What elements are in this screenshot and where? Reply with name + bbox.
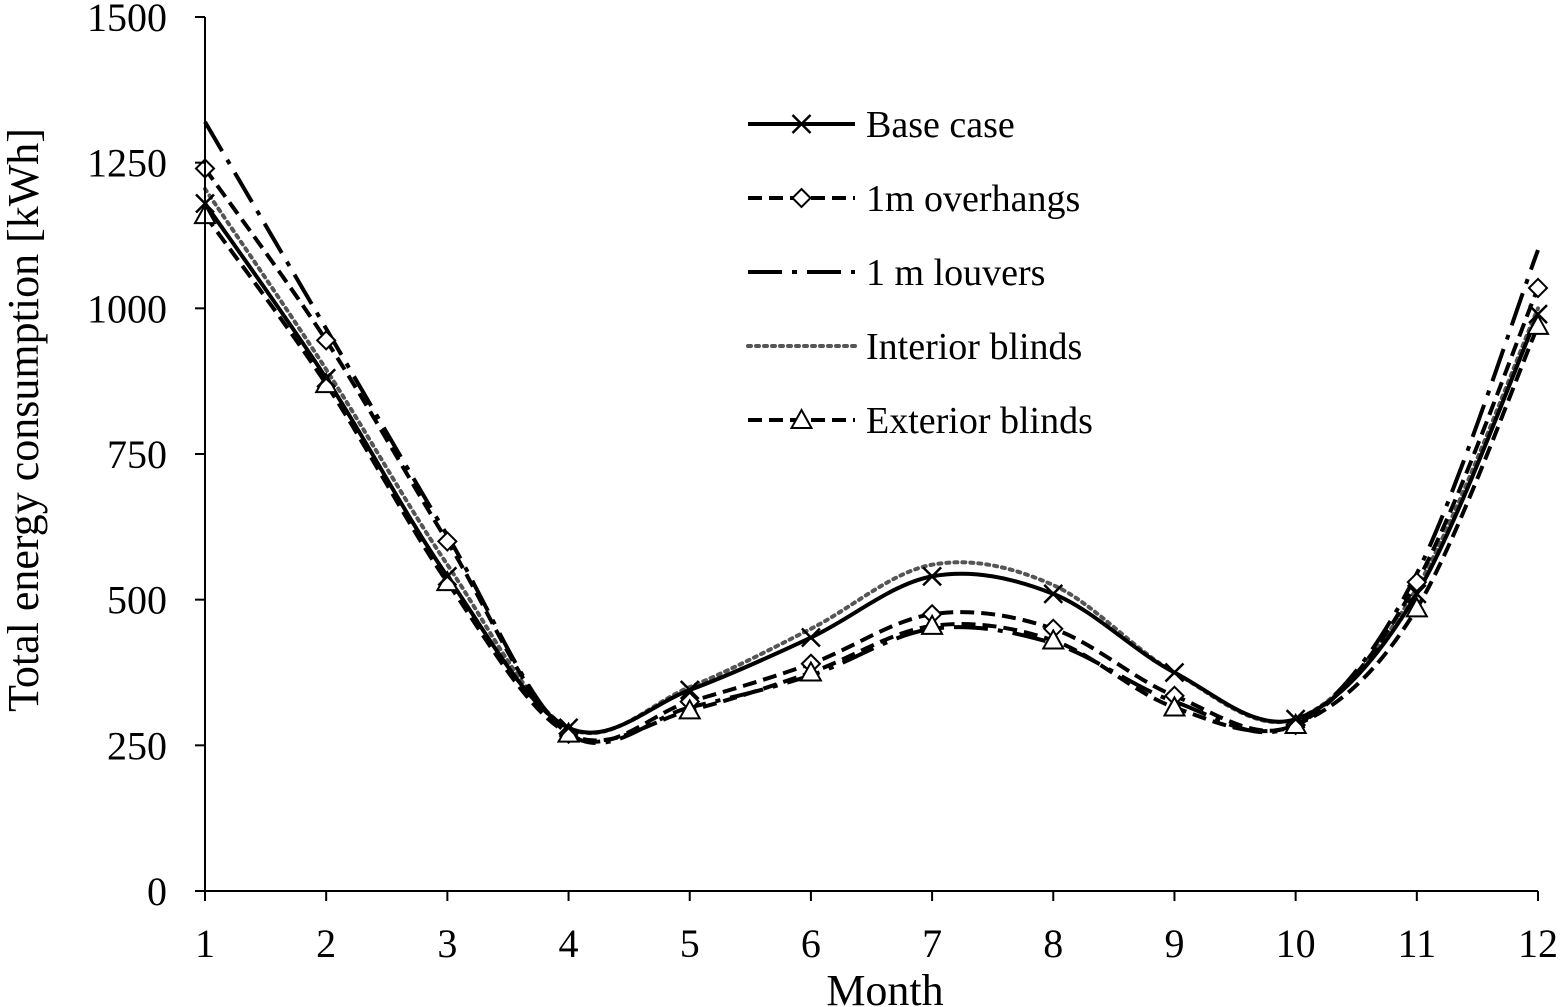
data-point-base-case xyxy=(1406,583,1427,604)
data-point-base-case xyxy=(1528,304,1548,325)
x-tick-label: 8 xyxy=(1043,921,1063,966)
y-tick-label: 1500 xyxy=(87,0,167,40)
y-tick-label: 1000 xyxy=(87,286,167,331)
x-tick-label: 4 xyxy=(559,921,579,966)
y-tick-label: 250 xyxy=(107,723,167,768)
data-point-exterior-blinds xyxy=(1041,628,1065,650)
x-tick-label: 11 xyxy=(1398,921,1437,966)
y-tick-label: 750 xyxy=(107,432,167,477)
data-point-base-case xyxy=(1164,662,1185,683)
x-tick-label: 1 xyxy=(195,921,215,966)
data-point-exterior-blinds xyxy=(1162,695,1187,717)
data-point-1m-overhangs xyxy=(1406,571,1428,593)
data-point-exterior-blinds xyxy=(1405,596,1429,618)
legend-label-1m-overhangs: 1m overhangs xyxy=(866,178,1080,220)
legend-label-1-m-louvers: 1 m louvers xyxy=(866,252,1045,294)
legend-label-interior-blinds: Interior blinds xyxy=(866,326,1082,368)
data-point-exterior-blinds xyxy=(1526,313,1550,335)
data-point-base-case xyxy=(922,566,942,587)
data-point-exterior-blinds xyxy=(799,660,823,682)
x-tick-label: 9 xyxy=(1164,921,1184,966)
series-line-base-case xyxy=(203,202,1540,735)
data-point-exterior-blinds xyxy=(678,698,702,720)
data-point-base-case xyxy=(316,368,337,389)
plot-lines xyxy=(203,120,1540,746)
x-tick-label: 12 xyxy=(1518,921,1558,966)
data-point-base-case xyxy=(801,627,821,648)
plot-markers xyxy=(193,158,1550,745)
x-tick-label: 5 xyxy=(680,921,700,966)
y-tick-label: 1250 xyxy=(87,141,167,186)
x-tick-label: 10 xyxy=(1276,921,1316,966)
legend: Base case 1m overhangs 1 m louvers Interior… xyxy=(746,104,1093,442)
legend-marker-1m-overhangs xyxy=(791,187,812,209)
data-point-base-case xyxy=(558,717,579,738)
data-point-exterior-blinds xyxy=(920,613,944,635)
legend-marker-base-case xyxy=(791,114,812,134)
x-tick-label: 7 xyxy=(922,921,942,966)
x-tick-label: 2 xyxy=(316,921,336,966)
series-line-exterior-blinds xyxy=(203,213,1540,743)
data-point-1m-overhangs xyxy=(315,329,337,351)
data-point-base-case xyxy=(1043,583,1064,604)
legend-label-exterior-blinds: Exterior blinds xyxy=(866,400,1093,442)
legend-label-base-case: Base case xyxy=(866,104,1015,146)
data-point-base-case xyxy=(437,566,458,587)
data-point-1m-overhangs xyxy=(436,530,458,552)
y-tick-label: 500 xyxy=(107,578,167,623)
data-point-base-case xyxy=(679,680,700,700)
axes xyxy=(195,16,1539,901)
x-tick-label: 3 xyxy=(437,921,457,966)
x-axis-title: Month xyxy=(826,966,943,1007)
y-tick-label: 0 xyxy=(147,869,167,914)
legend-marker-exterior-blinds xyxy=(789,407,814,429)
data-point-1m-overhangs xyxy=(1527,277,1549,299)
y-axis-title: Total energy consumption [kWh] xyxy=(0,128,48,712)
data-point-base-case xyxy=(1285,709,1306,729)
x-tick-label: 6 xyxy=(801,921,821,966)
